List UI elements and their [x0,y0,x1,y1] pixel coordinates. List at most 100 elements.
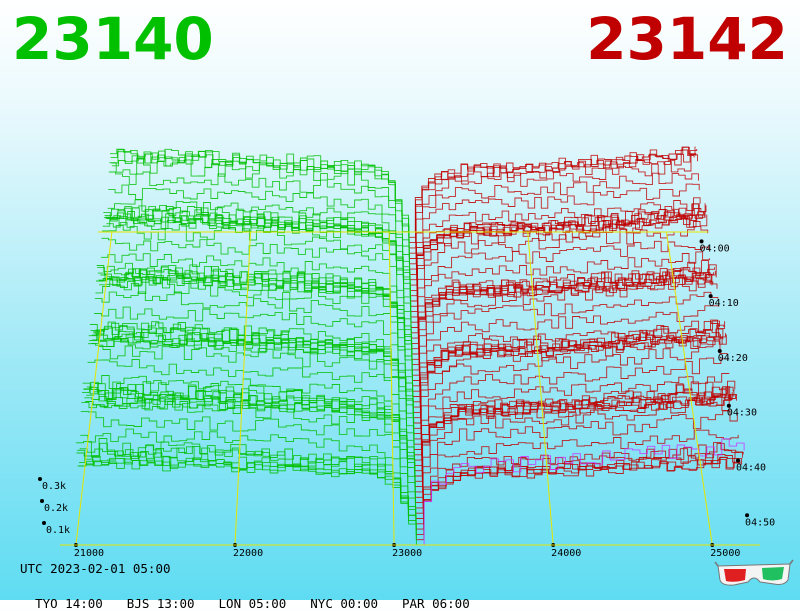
ask-depth-line [409,149,698,249]
price-tick-label: 25000 [710,548,740,559]
bid-depth-line [102,213,411,312]
time-tick-marker [745,513,750,518]
ask-depth-line [413,319,726,424]
time-tick-marker [708,294,713,299]
bid-depth-line [89,322,414,429]
ask-depth-line [411,225,709,318]
ask-depth-line [414,373,730,450]
bid-depth-line [111,149,410,238]
ask-depth-line [414,356,729,445]
clock-par: PAR 06:00 [402,596,470,611]
ask-depth-line [415,383,735,482]
depth-surface [75,146,745,546]
world-clocks: TYO 14:00 BJS 13:00 LON 05:00 NYC 00:00 PAR … [20,581,494,611]
bid-depth-line [94,291,413,381]
price-gridline [388,231,395,546]
ask-depth-line [409,183,700,265]
clock-tyo: TYO 14:00 [35,596,103,611]
bid-depth-line [97,264,413,360]
bid-depth-line [95,276,413,376]
depth-tick-label: 0.1k [46,525,70,536]
bid-depth-line [94,306,413,386]
bid-depth-line [88,343,415,439]
bid-depth-line [79,456,417,519]
price-gridline [75,231,113,546]
price-tick-label: 24000 [551,548,581,559]
ask-depth-line [415,429,739,509]
ask-depth-line [414,396,732,466]
ask-depth-line [415,387,737,493]
time-tick-label: 04:40 [736,462,766,473]
ask-depth-line [412,291,719,381]
ask-depth-line [415,410,738,504]
ask-depth-line [415,380,736,488]
ask-depth-line [413,328,724,413]
ask-depth-line [412,267,715,360]
bid-depth-line [88,329,415,434]
price-tick-label: 21000 [74,548,104,559]
utc-time: UTC 2023-02-01 05:00 [20,561,171,576]
bid-depth-line [108,171,410,259]
depth-tick-marker [42,521,46,525]
time-tick-label: 04:10 [709,298,739,309]
ask-depth-line [415,393,737,498]
bid-depth-line [82,381,416,487]
bid-depth-line [82,387,416,492]
time-tick-label: 04:20 [718,353,748,364]
bid-price: 23140 [12,5,214,73]
ask-depth-line [413,329,727,435]
bid-depth-line [75,438,417,545]
bid-depth-line [86,375,415,450]
time-tick-marker [735,458,740,463]
chart-labels: 21000 22000 23000 24000 25000 04:00 04:10 04:20… [42,243,775,559]
clock-lon: LON 05:00 [218,596,287,611]
ask-depth-line [412,264,717,371]
bid-depth-line [89,322,414,423]
3d-glasses-icon[interactable] [714,558,794,592]
ask-depth-line [410,203,706,302]
ask-depth-line [411,251,710,328]
ask-depth-line [409,197,701,270]
ask-depth-line [410,203,707,307]
ask-depth-line [412,260,716,366]
ask-depth-line [411,274,712,339]
bid-depth-line [101,237,412,323]
price-tick-label: 22000 [233,548,263,559]
bid-depth-line [108,184,410,264]
chart-axes [38,231,760,547]
price-gridline [527,231,554,546]
ask-price: 23142 [586,5,788,73]
ask-depth-line [413,320,726,429]
ask-depth-line [411,240,709,323]
bid-depth-line [85,396,415,466]
price-gridline [665,231,713,546]
ask-depth-line [412,276,718,376]
ask-depth-line [414,392,733,472]
ask-depth-line [409,172,699,259]
time-tick-marker [699,239,704,244]
price-gridline [234,231,251,546]
time-tick-label: 04:30 [727,408,757,419]
ask-depth-line [416,457,743,530]
clock-nyc: NYC 00:00 [310,596,378,611]
price-tick-label: 23000 [392,548,422,559]
bid-depth-line [80,428,416,508]
depth-tick-marker [38,477,42,481]
bid-depth-line [109,157,410,254]
ask-depth-line [409,154,698,254]
time-tick-marker [717,348,722,353]
ask-depth-line [409,146,697,244]
bid-depth-line [80,410,416,503]
ask-depth-line [415,443,740,514]
clock-bjs: BJS 13:00 [126,596,195,611]
ask-depth-line [410,211,704,291]
time-tick-marker [726,403,731,408]
ask-depth-line [416,451,743,535]
time-tick-label: 04:50 [745,517,775,528]
ask-depth-line [414,340,728,440]
bid-depth-line [77,449,417,535]
time-tick-label: 04:00 [700,243,730,254]
ask-depth-line [408,149,695,233]
depth-tick-label: 0.3k [42,481,66,492]
